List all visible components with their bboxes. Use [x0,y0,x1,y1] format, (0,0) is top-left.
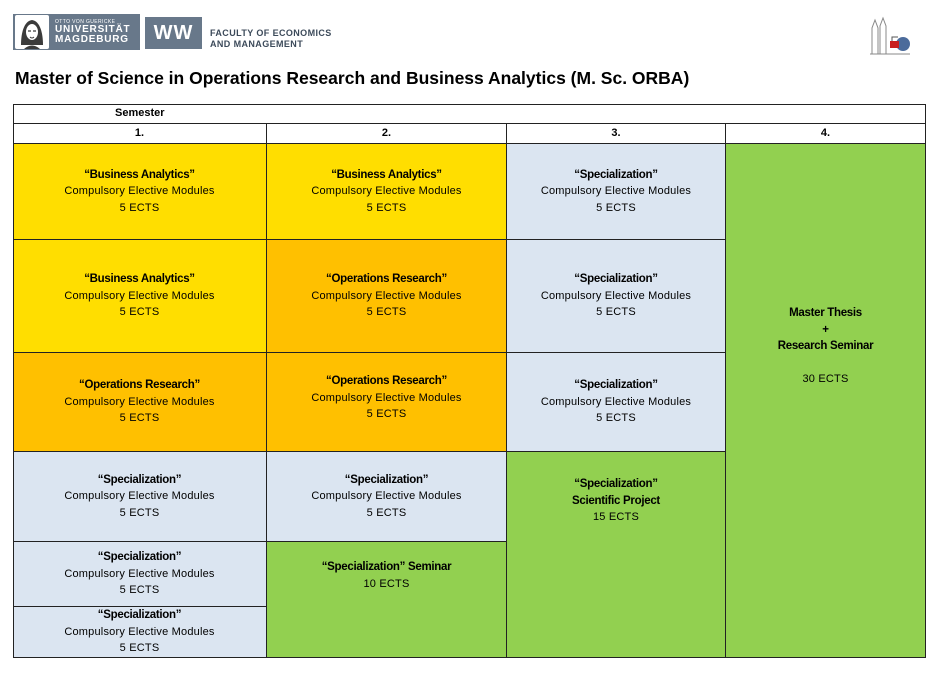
thesis-cell: Master Thesis + Research Seminar 30 ECTS [726,144,926,658]
module-ects: 5 ECTS [119,584,160,597]
column-header-label: 4. [820,127,831,140]
semester-label: Semester [115,107,165,120]
magdeburg-cathedral-icon [866,14,912,60]
module-type: Compulsory Elective Modules [64,490,215,503]
module-cell: “Specialization” Scientific Project 15 E… [507,452,726,658]
university-logo: OTTO VON GUERICKE UNIVERSITÄT MAGDEBURG [13,14,140,50]
thesis-title: Master Thesis [789,307,862,319]
module-cell: “Specialization” Compulsory Elective Mod… [13,607,267,658]
module-title: “Specialization” [574,478,658,490]
module-subtitle: Scientific Project [572,494,660,507]
module-ects: 5 ECTS [119,306,160,319]
module-type: Compulsory Elective Modules [311,185,462,198]
column-header-4: 4. [726,124,926,144]
faculty-name: FACULTY OF ECONOMICS AND MANAGEMENT [210,28,332,50]
uni-logo-line2: UNIVERSITÄT [55,23,131,35]
column-header-label: 2. [381,127,392,140]
module-cell: “Specialization” Compulsory Elective Mod… [13,542,267,607]
module-ects: 10 ECTS [363,577,410,590]
thesis-ects: 30 ECTS [802,372,849,385]
faculty-line1: FACULTY OF ECONOMICS [210,28,332,38]
module-cell: “Specialization” Compulsory Elective Mod… [267,452,507,542]
column-header-2: 2. [267,124,507,144]
module-ects: 5 ECTS [366,408,407,421]
column-header-label: 3. [611,127,621,140]
module-type: Compulsory Elective Modules [311,490,462,503]
guericke-portrait-icon [15,15,49,49]
module-ects: 5 ECTS [596,201,636,214]
module-title: “Specialization” [97,551,182,564]
module-ects: 15 ECTS [592,511,640,523]
faculty-line2: AND MANAGEMENT [210,39,304,49]
module-title: “Operations Research” [79,379,200,392]
plus-sign: + [822,323,829,336]
module-title: “Specialization” [574,379,658,392]
module-type: Compulsory Elective Modules [64,625,215,638]
module-type: Compulsory Elective Modules [64,289,215,302]
module-title: “Specialization” [97,473,182,486]
module-ects: 5 ECTS [119,642,160,655]
module-ects: 5 ECTS [596,412,636,425]
module-cell: “Business Analytics” Compulsory Elective… [13,144,267,240]
module-cell: “Specialization” Seminar 10 ECTS [267,542,507,658]
column-header-1: 1. [13,124,267,144]
module-ects: 5 ECTS [366,306,407,319]
module-title: “Operations Research” [326,375,447,388]
column-header-label: 1. [134,127,145,140]
module-type: Compulsory Elective Modules [540,185,692,198]
module-ects: 5 ECTS [596,306,636,319]
module-cell: “Business Analytics” Compulsory Elective… [267,144,507,240]
faculty-logo: WW [145,17,202,49]
semester-header: Semester [13,104,926,124]
module-ects: 5 ECTS [366,201,407,214]
module-cell: “Specialization” Compulsory Elective Mod… [507,240,726,353]
module-type: Compulsory Elective Modules [64,185,215,198]
module-cell: “Operations Research” Compulsory Electiv… [13,353,267,452]
module-type: Compulsory Elective Modules [540,289,692,302]
uni-logo-line3: MAGDEBURG [55,33,129,45]
module-title: “Business Analytics” [84,168,195,181]
module-title: “Business Analytics” [84,273,195,286]
seminar-title: Research Seminar [777,340,874,352]
page-title: Master of Science in Operations Research… [15,68,690,88]
module-title: “Specialization” [344,473,429,486]
module-type: Compulsory Elective Modules [311,289,462,302]
module-cell: “Specialization” Compulsory Elective Mod… [507,353,726,452]
module-title: “Specialization” [574,273,658,286]
module-cell: “Business Analytics” Compulsory Elective… [13,240,267,353]
column-header-3: 3. [507,124,726,144]
module-cell: “Specialization” Compulsory Elective Mod… [13,452,267,542]
curriculum-table: Semester 1. 2. 3. 4. “Business Analytics… [13,104,926,658]
module-ects: 5 ECTS [119,506,160,519]
module-title: “Specialization” Seminar [321,561,452,573]
module-type: Compulsory Elective Modules [64,567,215,580]
module-type: Compulsory Elective Modules [540,395,692,408]
module-title: “Specialization” [574,168,658,181]
module-cell: “Operations Research” Compulsory Electiv… [267,353,507,452]
uni-logo-line1: OTTO VON GUERICKE [55,18,116,25]
module-title: “Business Analytics” [331,168,442,181]
module-cell: “Specialization” Compulsory Elective Mod… [507,144,726,240]
module-ects: 5 ECTS [119,201,160,214]
module-cell: “Operations Research” Compulsory Electiv… [267,240,507,353]
module-title: “Specialization” [97,609,182,622]
module-title: “Operations Research” [326,273,447,286]
module-ects: 5 ECTS [366,506,407,519]
module-type: Compulsory Elective Modules [311,391,462,404]
module-type: Compulsory Elective Modules [64,395,215,408]
module-ects: 5 ECTS [119,412,160,425]
